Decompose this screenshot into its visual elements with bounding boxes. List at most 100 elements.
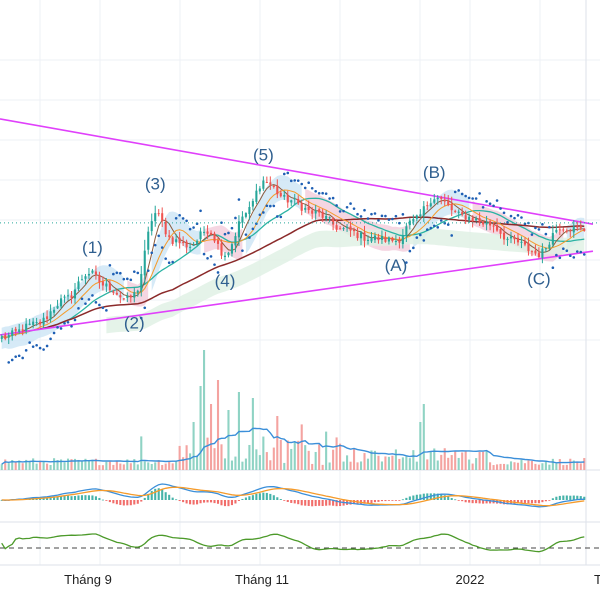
candle-body [380, 235, 383, 240]
candle-body [150, 221, 153, 232]
volume-bar [59, 459, 63, 470]
rsi-pane[interactable] [0, 533, 600, 553]
candle-body [332, 218, 335, 225]
macd-histogram-bar [216, 500, 220, 504]
volume-bar [87, 460, 90, 470]
macd-histogram-bar [415, 494, 418, 500]
candle-body [370, 238, 373, 242]
psar-dot [122, 277, 126, 281]
volume-ma-line [1, 427, 585, 465]
volume-bar [429, 451, 432, 470]
macd-histogram-bar [286, 500, 289, 502]
psar-dot [24, 349, 28, 352]
macd-line [1, 483, 585, 508]
psar-dot [328, 197, 331, 200]
candle-body [283, 194, 286, 197]
candle-body [101, 281, 104, 286]
macd-histogram-bar [565, 495, 568, 500]
psar-dot [21, 356, 24, 360]
candle-body [161, 213, 164, 222]
candle-body [206, 231, 209, 234]
candlestick [84, 273, 87, 285]
candle-body [572, 226, 575, 233]
volume-bar [325, 431, 328, 470]
macd-histogram-bar [209, 500, 213, 503]
volume-bar [576, 462, 579, 470]
macd-histogram-bar [307, 500, 310, 506]
psar-dot [80, 297, 84, 301]
candlesticks[interactable] [0, 176, 586, 345]
macd-histogram-bar [569, 495, 572, 500]
x-axis-label-month-11: Tháng 11 [235, 572, 289, 587]
macd-histogram-bar [230, 500, 234, 506]
macd-histogram-bar [516, 500, 520, 504]
volume-bar [35, 463, 38, 470]
psar-dot [241, 249, 244, 252]
psar-dot [439, 219, 443, 222]
ma-line-20 [1, 197, 585, 339]
grid [0, 0, 600, 566]
psar-dot [167, 261, 171, 265]
candlestick [94, 265, 97, 280]
candle-body [471, 217, 474, 222]
macd-histogram-bar [422, 493, 425, 500]
candlestick [576, 221, 579, 232]
candlestick [283, 190, 286, 200]
psar-dot [248, 236, 251, 239]
macd-histogram-bar [73, 495, 77, 500]
psar-dot [541, 223, 544, 226]
psar-dot [286, 171, 290, 175]
candlestick [189, 242, 192, 251]
volume-bar [419, 422, 422, 470]
macd-histogram-bar [419, 494, 422, 500]
candlestick [471, 215, 474, 228]
candle-body [398, 239, 401, 243]
volume-bar [196, 455, 199, 470]
macd-pane[interactable] [0, 483, 586, 508]
macd-histogram-bar [49, 497, 52, 500]
candlestick [196, 239, 199, 247]
volume-bar [192, 422, 195, 470]
candlestick [485, 215, 488, 231]
psar-dot [63, 322, 66, 325]
macd-histogram-bar [258, 493, 261, 500]
wave-label: (2) [124, 313, 145, 332]
volume-pane[interactable] [0, 350, 586, 470]
candle-body [359, 232, 363, 239]
volume-bar [544, 461, 547, 470]
candlestick [168, 229, 171, 241]
candlestick [509, 231, 513, 244]
macd-histogram-bar [175, 499, 178, 501]
macd-histogram-bar [80, 495, 84, 500]
volume-bar [499, 463, 502, 470]
ma-line-50 [36, 216, 585, 331]
volume-bar [450, 455, 453, 470]
candle-body [171, 237, 174, 244]
macd-histogram-bar [520, 500, 523, 504]
candlestick [63, 294, 66, 303]
macd-histogram-bar [241, 498, 244, 500]
volume-bar [42, 461, 45, 470]
psar-dot [460, 192, 464, 196]
volume-bar [339, 443, 342, 470]
macd-histogram-bar [482, 500, 485, 504]
candle-body [87, 273, 90, 276]
psar-dot [101, 306, 105, 310]
candle-body [422, 206, 425, 216]
candlestick [475, 216, 478, 222]
candlestick [380, 230, 383, 244]
candle-body [248, 207, 251, 215]
volume-bar [73, 458, 77, 470]
candlestick [562, 227, 565, 233]
candlestick [206, 225, 209, 239]
volume-bar [178, 445, 181, 470]
candle-body [412, 218, 415, 222]
volume-bar [461, 452, 464, 470]
candle-body [356, 232, 359, 239]
candle-body [230, 244, 234, 254]
wave-label: (5) [253, 145, 274, 164]
candle-body [314, 210, 317, 214]
candle-body [300, 203, 303, 211]
candlestick [551, 225, 554, 248]
